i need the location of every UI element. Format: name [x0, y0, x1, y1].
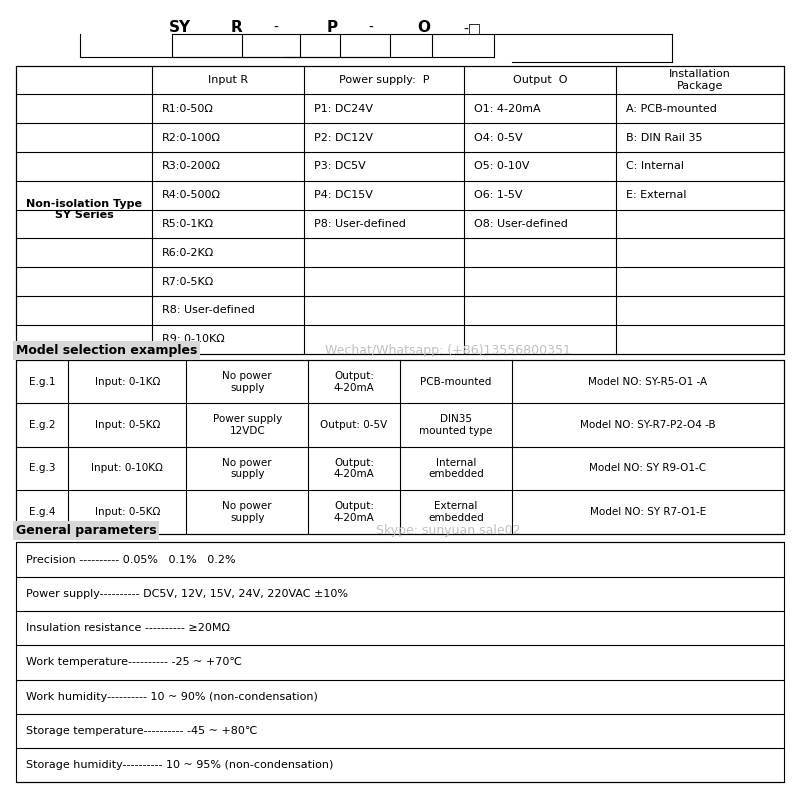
Text: PCB-mounted: PCB-mounted — [420, 377, 492, 386]
Text: Input: 0-1KΩ: Input: 0-1KΩ — [94, 377, 160, 386]
Text: Model NO: SY R9-O1-C: Model NO: SY R9-O1-C — [590, 463, 706, 474]
Text: O5: 0-10V: O5: 0-10V — [474, 162, 529, 171]
Text: R4:0-500Ω: R4:0-500Ω — [162, 190, 221, 200]
Text: R8: User-defined: R8: User-defined — [162, 306, 254, 315]
Text: Non-isolation Type
SY Series: Non-isolation Type SY Series — [26, 199, 142, 220]
Text: Input R: Input R — [208, 75, 248, 85]
Text: R1:0-50Ω: R1:0-50Ω — [162, 104, 214, 114]
Text: E.g.3: E.g.3 — [29, 463, 55, 474]
Text: Internal
embedded: Internal embedded — [428, 458, 484, 479]
Text: Model NO: SY-R7-P2-O4 -B: Model NO: SY-R7-P2-O4 -B — [580, 420, 716, 430]
Text: No power
supply: No power supply — [222, 371, 272, 393]
Text: -□: -□ — [463, 21, 481, 35]
Text: Model NO: SY-R5-O1 -A: Model NO: SY-R5-O1 -A — [589, 377, 707, 386]
Text: Output:
4-20mA: Output: 4-20mA — [334, 371, 374, 393]
Text: Skype: sunyuan.sale02: Skype: sunyuan.sale02 — [376, 524, 520, 537]
Text: Input: 0-10KΩ: Input: 0-10KΩ — [91, 463, 163, 474]
Text: Storage temperature---------- -45 ~ +80℃: Storage temperature---------- -45 ~ +80℃ — [26, 726, 257, 736]
Text: Work temperature---------- -25 ~ +70℃: Work temperature---------- -25 ~ +70℃ — [26, 658, 242, 667]
Text: Insulation resistance ---------- ≥20MΩ: Insulation resistance ---------- ≥20MΩ — [26, 623, 230, 633]
Text: Model selection examples: Model selection examples — [16, 344, 198, 357]
Text: Input: 0-5KΩ: Input: 0-5KΩ — [94, 507, 160, 517]
Text: P2: DC12V: P2: DC12V — [314, 133, 373, 142]
Text: R: R — [230, 21, 242, 35]
Text: -: - — [368, 21, 373, 35]
Text: R9: 0-10KΩ: R9: 0-10KΩ — [162, 334, 224, 344]
Text: E.g.1: E.g.1 — [29, 377, 55, 386]
Text: Output:
4-20mA: Output: 4-20mA — [334, 458, 374, 479]
Text: R2:0-100Ω: R2:0-100Ω — [162, 133, 221, 142]
Text: -: - — [274, 21, 278, 35]
Text: B: DIN Rail 35: B: DIN Rail 35 — [626, 133, 702, 142]
Text: O6: 1-5V: O6: 1-5V — [474, 190, 522, 200]
Text: Installation
Package: Installation Package — [669, 70, 731, 90]
Text: O: O — [418, 21, 430, 35]
Text: Output:
4-20mA: Output: 4-20mA — [334, 501, 374, 522]
Text: R7:0-5KΩ: R7:0-5KΩ — [162, 277, 214, 286]
Text: P: P — [326, 21, 338, 35]
Text: Storage humidity---------- 10 ~ 95% (non-condensation): Storage humidity---------- 10 ~ 95% (non… — [26, 760, 333, 770]
Text: General parameters: General parameters — [16, 524, 157, 537]
Text: O4: 0-5V: O4: 0-5V — [474, 133, 522, 142]
Text: O1: 4-20mA: O1: 4-20mA — [474, 104, 540, 114]
Bar — [16, 360, 784, 534]
Text: R5:0-1KΩ: R5:0-1KΩ — [162, 219, 214, 229]
Text: E.g.2: E.g.2 — [29, 420, 55, 430]
Text: E.g.4: E.g.4 — [29, 507, 55, 517]
Text: Power supply---------- DC5V, 12V, 15V, 24V, 220VAC ±10%: Power supply---------- DC5V, 12V, 15V, 2… — [26, 589, 348, 599]
Text: Power supply
12VDC: Power supply 12VDC — [213, 414, 282, 436]
Text: Output  O: Output O — [513, 75, 567, 85]
Text: A: PCB-mounted: A: PCB-mounted — [626, 104, 717, 114]
Text: SY: SY — [169, 21, 191, 35]
Text: C: Internal: C: Internal — [626, 162, 683, 171]
Text: Work humidity---------- 10 ~ 90% (non-condensation): Work humidity---------- 10 ~ 90% (non-co… — [26, 692, 318, 702]
Text: E: External: E: External — [626, 190, 686, 200]
Text: Precision ---------- 0.05%   0.1%   0.2%: Precision ---------- 0.05% 0.1% 0.2% — [26, 554, 235, 565]
Text: External
embedded: External embedded — [428, 501, 484, 522]
Text: Model NO: SY R7-O1-E: Model NO: SY R7-O1-E — [590, 507, 706, 517]
Text: R3:0-200Ω: R3:0-200Ω — [162, 162, 221, 171]
Text: P8: User-defined: P8: User-defined — [314, 219, 406, 229]
Text: Wechat/Whatsapp: (+86)13556800351: Wechat/Whatsapp: (+86)13556800351 — [325, 344, 571, 357]
Text: Input: 0-5KΩ: Input: 0-5KΩ — [94, 420, 160, 430]
Text: Output: 0-5V: Output: 0-5V — [320, 420, 388, 430]
Text: R6:0-2KΩ: R6:0-2KΩ — [162, 248, 214, 258]
Text: No power
supply: No power supply — [222, 458, 272, 479]
Text: P3: DC5V: P3: DC5V — [314, 162, 366, 171]
Text: Power supply:  P: Power supply: P — [338, 75, 430, 85]
Text: O8: User-defined: O8: User-defined — [474, 219, 567, 229]
Bar — [16, 66, 784, 354]
Text: P1: DC24V: P1: DC24V — [314, 104, 373, 114]
Bar — [16, 542, 784, 782]
Text: No power
supply: No power supply — [222, 501, 272, 522]
Text: P4: DC15V: P4: DC15V — [314, 190, 373, 200]
Text: DIN35
mounted type: DIN35 mounted type — [419, 414, 493, 436]
